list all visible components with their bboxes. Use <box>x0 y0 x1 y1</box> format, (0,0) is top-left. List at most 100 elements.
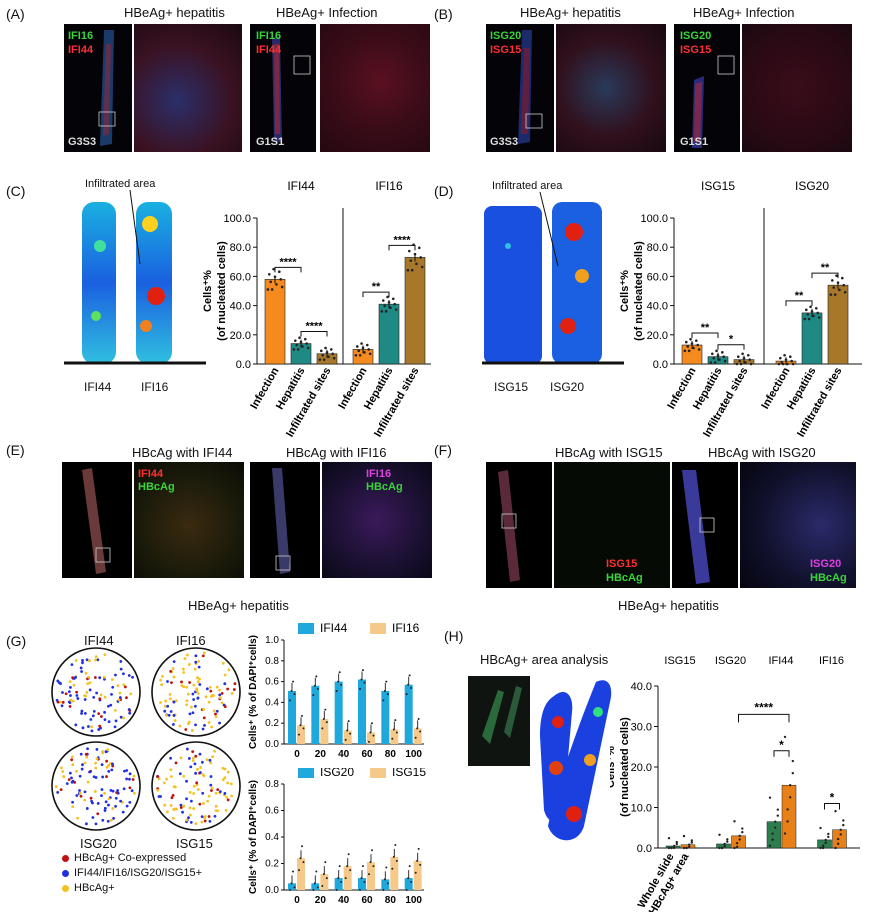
cell-dot <box>171 793 175 797</box>
panel-label-e: (E) <box>6 442 25 458</box>
micrograph-b-overview-left: ISG20 ISG15 G3S3 <box>486 24 554 152</box>
cell-dot <box>85 822 88 826</box>
cell-dot <box>229 782 233 786</box>
data-point <box>362 669 364 672</box>
data-point <box>298 733 300 736</box>
cell-dot <box>196 696 200 700</box>
cell-dot <box>95 747 99 751</box>
data-point <box>315 870 318 873</box>
data-point <box>741 827 744 830</box>
cell-dot <box>185 699 189 703</box>
bar <box>264 279 286 365</box>
cell-dot <box>107 720 111 724</box>
data-point <box>360 342 363 345</box>
data-point <box>415 262 418 266</box>
cell-dot <box>75 794 79 797</box>
bar <box>288 690 296 744</box>
data-point <box>273 275 277 279</box>
data-point <box>324 861 327 864</box>
bar <box>334 878 343 890</box>
data-point <box>299 724 302 727</box>
data-point <box>686 345 690 348</box>
data-point <box>713 361 717 364</box>
y-axis-label: (of nucleated cells) <box>633 241 645 341</box>
cell-dot <box>214 791 218 795</box>
y-tick-label: 0.2 <box>265 718 279 729</box>
cell-dot <box>194 754 198 758</box>
y-tick-label: 0.4 <box>265 832 279 843</box>
cell-dot <box>109 703 113 707</box>
cell-dot <box>164 699 168 703</box>
micrograph-h-thumbnail <box>468 676 530 766</box>
cell-dot <box>67 690 71 694</box>
cell-dot <box>103 718 107 722</box>
cell-dot <box>106 748 110 752</box>
cell-dot <box>103 695 107 699</box>
data-point <box>783 353 786 357</box>
data-point <box>340 881 343 884</box>
data-point <box>361 346 365 350</box>
cell-dot <box>96 812 100 816</box>
data-point <box>746 353 750 357</box>
x-tick-label: 20 <box>315 895 327 906</box>
bar <box>404 878 413 890</box>
data-point <box>733 820 736 823</box>
cell-dot <box>203 815 207 818</box>
cell-dot <box>70 663 74 667</box>
data-point <box>386 882 389 885</box>
data-point <box>324 708 327 711</box>
cell-dot <box>113 725 117 729</box>
cell-dot <box>74 675 77 679</box>
cell-dot <box>198 752 202 756</box>
panel-e-title-left: HBcAg with IFI44 <box>132 445 233 460</box>
data-point <box>394 308 398 311</box>
data-point <box>842 283 846 287</box>
cell-dot <box>220 692 224 695</box>
cell-dot <box>193 704 197 708</box>
legend-label: IFI44 <box>320 621 348 635</box>
cell-dot <box>98 676 102 680</box>
data-point <box>783 832 787 835</box>
cell-dot <box>71 763 75 767</box>
cell-dot <box>96 802 100 805</box>
cell-dot <box>101 818 105 822</box>
data-point <box>741 831 744 834</box>
group-label: ISG20 <box>795 179 829 193</box>
significance-label: ** <box>821 262 830 274</box>
cell-dot <box>197 665 201 669</box>
x-tick-label: 0 <box>294 749 300 760</box>
marker-label: ISG15 <box>490 44 522 56</box>
cell-dot <box>233 682 237 686</box>
data-point <box>817 316 821 319</box>
data-point <box>290 689 293 692</box>
cell-dot <box>81 763 84 767</box>
marker-label: ISG15 <box>606 558 638 570</box>
cell-dot <box>189 799 193 803</box>
cell-dot <box>75 690 79 694</box>
cell-dot <box>68 771 72 775</box>
cell-dot <box>223 792 227 795</box>
cell-dot <box>226 781 230 785</box>
data-point <box>322 718 325 721</box>
cell-dot <box>105 759 109 763</box>
data-point <box>777 362 781 366</box>
data-point <box>819 826 822 830</box>
data-point <box>836 842 840 845</box>
data-point <box>670 846 673 850</box>
data-point <box>803 317 807 321</box>
cell-dot <box>202 651 206 655</box>
cell-dot <box>94 655 98 659</box>
cell-dot <box>125 804 129 808</box>
group-label: IFI16 <box>375 179 403 193</box>
group-label: ISG15 <box>664 655 695 667</box>
cell-dot <box>215 709 219 713</box>
data-point <box>321 727 324 730</box>
data-point <box>827 832 830 836</box>
y-tick-label: 0.0 <box>653 359 668 371</box>
x-tick-label: 60 <box>361 895 373 906</box>
data-point <box>685 846 688 850</box>
significance-label: **** <box>305 321 323 333</box>
cell-dot <box>60 766 63 770</box>
cell-dot <box>93 790 97 793</box>
data-point <box>393 302 397 306</box>
